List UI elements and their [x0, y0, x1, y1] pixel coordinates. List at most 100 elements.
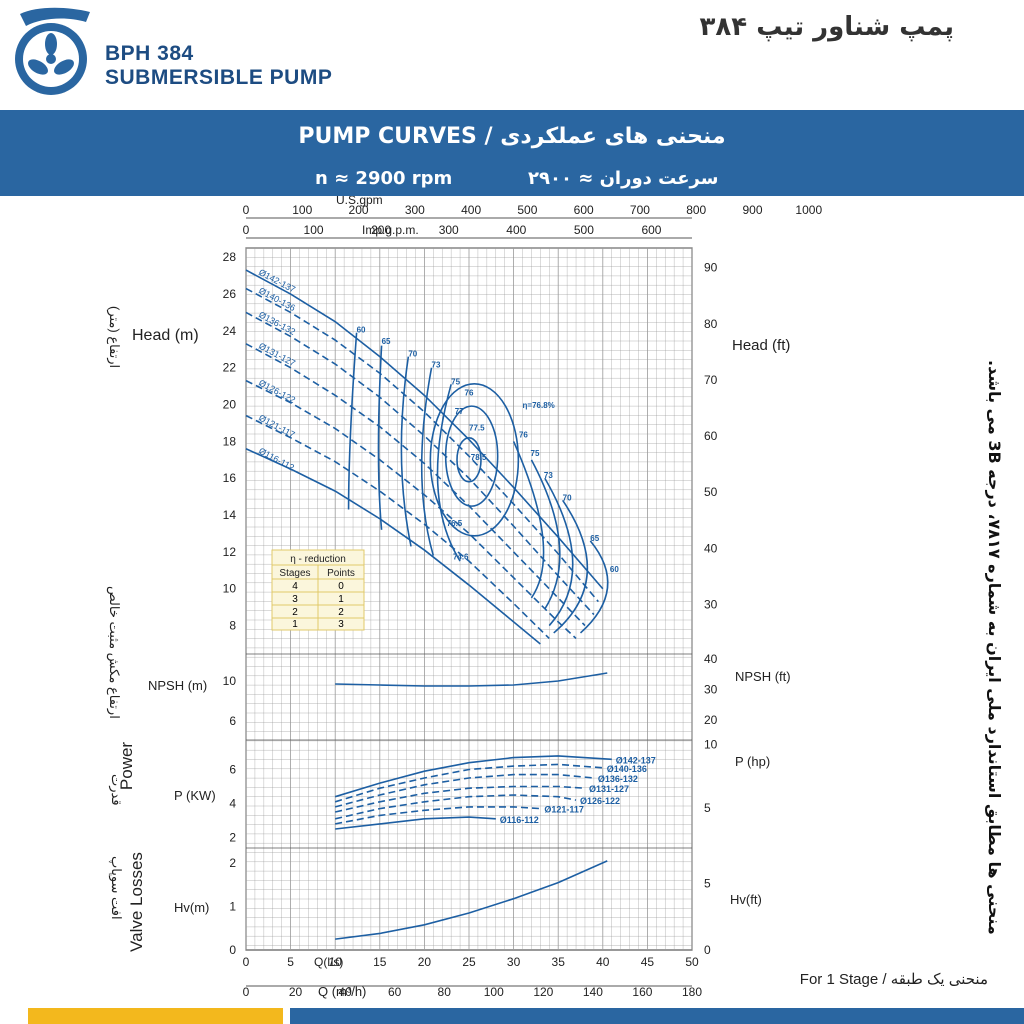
efficiency-label: 74.6	[453, 552, 469, 561]
x-tick-usgpm: 600	[574, 203, 594, 217]
power-y-tick: 2	[229, 831, 236, 845]
head-y-tick: 20	[223, 398, 237, 412]
x-tick-ls: 40	[596, 955, 610, 969]
product-name: SUBMERSIBLE PUMP	[105, 66, 333, 89]
usgpm-label: U.S.gpm	[336, 196, 383, 207]
pump-curves-chart: 0 5 10 15 20 25 30 35 40 45 500 20 40 60 80 100 120 140 16…	[106, 196, 988, 999]
x-tick-impgpm: 400	[506, 223, 526, 237]
head-curve-label: Ø126-122	[257, 378, 297, 406]
head-curve	[245, 379, 577, 640]
npsh-ft-tick: 40	[704, 652, 718, 666]
x-tick-m3h: 140	[583, 985, 603, 999]
x-tick-ls: 0	[243, 955, 250, 969]
efficiency-label: 78.5	[471, 453, 487, 462]
valve-loss-curve	[335, 860, 608, 940]
power-hp-tick: 10	[704, 738, 718, 752]
efficiency-label: η=76.8%	[523, 401, 555, 410]
efficiency-contour	[444, 405, 499, 507]
head-ft-label: Head (ft)	[732, 337, 790, 354]
efficiency-contour	[456, 437, 482, 483]
x-tick-usgpm: 1000	[795, 203, 822, 217]
reduction-header-stages: Stages	[279, 568, 310, 579]
power-curve	[334, 755, 612, 798]
reduction-cell: 2	[338, 607, 344, 618]
efficiency-label: 60	[610, 565, 619, 574]
head-ft-tick: 50	[704, 485, 718, 499]
hv-fa-label: افت سوپاپ	[108, 856, 124, 920]
efficiency-label: 75	[451, 377, 460, 386]
power-curve	[335, 794, 577, 820]
npsh-fa-label: ارتفاع مکش مثبت خالص	[106, 586, 122, 719]
head-y-tick: 12	[223, 545, 237, 559]
efficiency-label: 76	[519, 431, 528, 440]
rpm-persian: سرعت دوران ≈ ۲۹۰۰	[528, 168, 719, 189]
reduction-cell: 0	[338, 581, 344, 592]
x-tick-impgpm: 0	[243, 223, 250, 237]
head-fa-label: ارتفاع (متر)	[106, 306, 122, 368]
x-tick-usgpm: 100	[292, 203, 312, 217]
efficiency-label: 73	[544, 471, 553, 480]
hv-y-tick: 1	[229, 900, 236, 914]
hv-m-label: Hv(m)	[174, 900, 209, 915]
hv-y-tick: 2	[229, 856, 236, 870]
power-hp-label: P (hp)	[735, 754, 770, 769]
reduction-cell: 1	[292, 619, 298, 630]
efficiency-label: 77	[455, 407, 464, 416]
head-y-tick: 22	[223, 361, 237, 375]
standard-note: منحنی ها مطابق استاندارد ملی ایران به شم…	[985, 360, 1004, 935]
power-curve-label: Ø131-127	[589, 784, 629, 794]
model-name: BPH 384	[105, 42, 194, 65]
x-tick-usgpm: 300	[405, 203, 425, 217]
x-tick-m3h: 180	[682, 985, 702, 999]
efficiency-label: 76	[465, 388, 474, 397]
x-tick-ls: 5	[287, 955, 294, 969]
npsh-curve	[335, 672, 608, 687]
x-tick-impgpm: 100	[304, 223, 324, 237]
efficiency-contour	[347, 332, 358, 510]
power-curve-label: Ø136-132	[598, 774, 638, 784]
title-banner: PUMP CURVES / منحنی های عملکردی n ≈ 2900…	[0, 110, 1024, 196]
head-y-tick: 14	[223, 508, 237, 522]
x-tick-ls: 30	[507, 955, 521, 969]
x-tick-m3h: 0	[243, 985, 250, 999]
power-y-tick: 6	[229, 763, 236, 777]
power-curve-label: Ø116-112	[500, 815, 539, 825]
x-tick-m3h: 160	[632, 985, 652, 999]
x-tick-m3h: 120	[533, 985, 553, 999]
hv-ft-tick: 5	[704, 877, 711, 891]
x-tick-impgpm: 300	[439, 223, 459, 237]
rpm-english: n ≈ 2900 rpm	[315, 168, 453, 189]
x-tick-impgpm: 200	[371, 223, 391, 237]
power-en-label: Power	[117, 742, 136, 791]
x-tick-ls: 15	[373, 955, 387, 969]
hv-ft-label: Hv(ft)	[730, 892, 762, 907]
x-tick-m3h: 60	[388, 985, 402, 999]
reduction-cell: 1	[338, 594, 344, 605]
npsh-m-label: NPSH (m)	[148, 678, 207, 693]
efficiency-contour	[429, 383, 520, 537]
efficiency-contour	[530, 459, 561, 610]
efficiency-contour	[377, 345, 383, 530]
power-curve	[334, 763, 603, 803]
power-hp-tick: 5	[704, 801, 711, 815]
head-curve-label: Ø131-127	[257, 341, 297, 369]
reduction-cell: 3	[338, 619, 344, 630]
npsh-y-tick: 6	[229, 714, 236, 728]
power-curve	[335, 785, 586, 813]
power-curve	[334, 773, 594, 808]
efficiency-label: 65	[590, 534, 599, 543]
efficiency-contour	[400, 356, 412, 547]
head-ft-tick: 90	[704, 261, 718, 275]
x-tick-ls: 20	[418, 955, 432, 969]
npsh-ft-tick: 30	[704, 683, 718, 697]
axis-layer: 0 5 10 15 20 25 30 35 40 45 500 20 40 60 80 100 120 140 16…	[223, 203, 823, 999]
hv-ft-tick: 0	[704, 943, 711, 957]
power-curve-label: Ø126-122	[580, 796, 620, 806]
stage-note: For 1 Stage / منحنی یک طبقه	[800, 971, 988, 988]
x-tick-impgpm: 600	[641, 223, 661, 237]
x-tick-usgpm: 700	[630, 203, 650, 217]
x-tick-usgpm: 200	[349, 203, 369, 217]
reduction-cell: 4	[292, 581, 298, 592]
head-ft-tick: 70	[704, 373, 718, 387]
head-y-tick: 16	[223, 471, 237, 485]
